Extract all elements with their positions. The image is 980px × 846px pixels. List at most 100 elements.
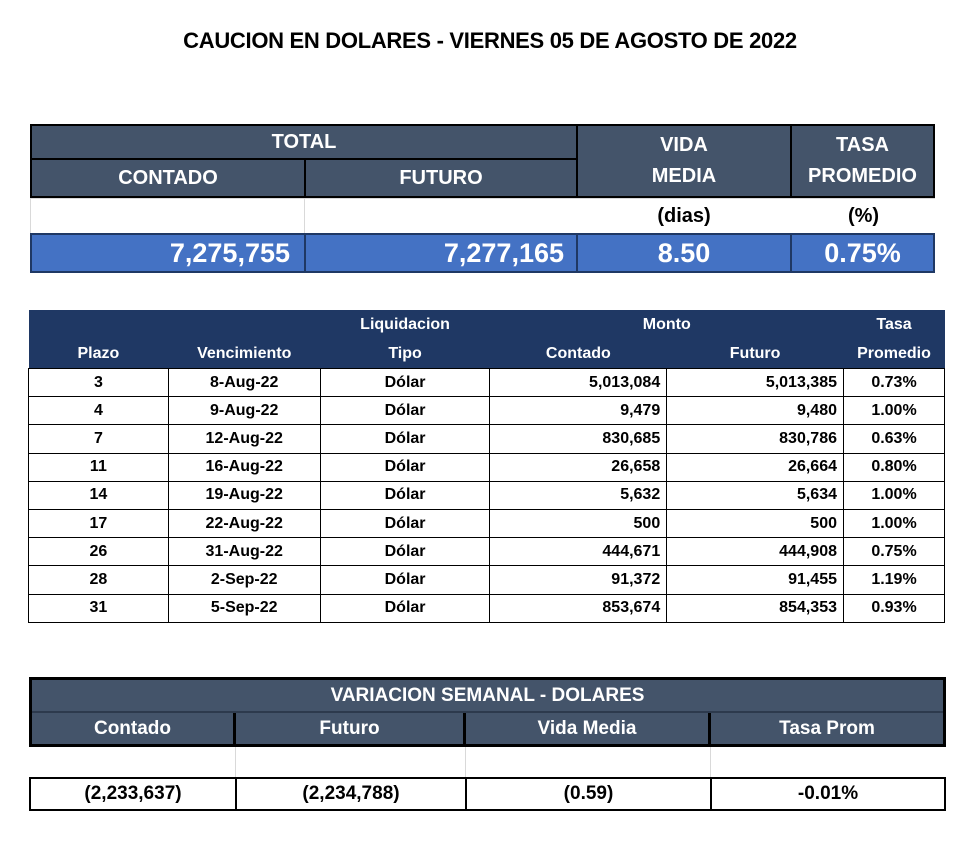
weekly-contado-value: (2,233,637) xyxy=(29,777,237,811)
futuro-cell: 9,480 xyxy=(666,396,844,426)
tasa-cell: 1.00% xyxy=(843,508,945,539)
plazo-cell: 28 xyxy=(28,565,169,595)
table-row: 4 9-Aug-22 Dólar 9,479 9,480 1.00% xyxy=(28,396,945,426)
tasa-cell: 0.80% xyxy=(843,452,945,482)
weekly-contado-header: Contado xyxy=(93,717,172,739)
table-row: 14 19-Aug-22 Dólar 5,632 5,634 1.00% xyxy=(28,480,945,510)
tipo-cell: Dólar xyxy=(319,480,491,510)
tipo-cell: Dólar xyxy=(319,424,491,454)
tasa-cell: 1.00% xyxy=(843,480,945,510)
vencimiento-cell: 2-Sep-22 xyxy=(167,565,321,595)
plazo-cell: 31 xyxy=(28,593,169,623)
tasa-cell: 1.00% xyxy=(843,396,945,426)
vida-unit: (dias) xyxy=(657,204,711,227)
contado-cell: 830,685 xyxy=(489,424,668,454)
weekly-vida-header: Vida Media xyxy=(537,717,637,739)
tasa-promedio-value: 0.75% xyxy=(790,233,935,273)
vencimiento-cell: 16-Aug-22 xyxy=(167,452,321,482)
contado-header: Contado xyxy=(489,339,667,369)
contado-cell: 91,372 xyxy=(489,565,668,595)
tasa-promedio-header: TASA PROMEDIO xyxy=(790,124,935,198)
tipo-cell: Dólar xyxy=(319,593,491,623)
header-spacer xyxy=(28,310,169,339)
vencimiento-header: Vencimiento xyxy=(168,339,321,369)
tipo-cell: Dólar xyxy=(319,452,491,482)
media-label: MEDIA xyxy=(651,165,717,187)
contado-cell: 500 xyxy=(489,508,668,539)
futuro-cell: 5,013,385 xyxy=(666,367,844,398)
contado-header: CONTADO xyxy=(30,158,306,198)
vencimiento-cell: 19-Aug-22 xyxy=(167,480,321,510)
contado-value: 7,275,755 xyxy=(30,233,306,273)
divider xyxy=(708,712,711,747)
futuro-cell: 26,664 xyxy=(666,452,844,482)
futuro-cell: 91,455 xyxy=(666,565,844,595)
tipo-cell: Dólar xyxy=(319,565,491,595)
promedio-header: Promedio xyxy=(843,339,945,369)
table-row: 28 2-Sep-22 Dólar 91,372 91,455 1.19% xyxy=(28,565,945,595)
weekly-futuro-value: (2,234,788) xyxy=(235,777,467,811)
tipo-cell: Dólar xyxy=(319,367,491,398)
grid-line xyxy=(30,198,935,199)
detail-table: Liquidacion Monto Tasa Plazo Vencimiento… xyxy=(28,310,945,623)
table-row: 11 16-Aug-22 Dólar 26,658 26,664 0.80% xyxy=(28,452,945,482)
tasa-cell: 0.63% xyxy=(843,424,945,454)
grid-line xyxy=(465,747,466,777)
weekly-title: VARIACION SEMANAL - DOLARES xyxy=(330,684,645,706)
futuro-value: 7,277,165 xyxy=(304,233,578,273)
tasa-header: Tasa xyxy=(843,310,945,339)
divider xyxy=(32,711,943,713)
promedio-label: PROMEDIO xyxy=(808,165,917,187)
tasa-unit: (%) xyxy=(847,204,880,227)
contado-cell: 5,632 xyxy=(489,480,668,510)
vencimiento-cell: 12-Aug-22 xyxy=(167,424,321,454)
futuro-cell: 854,353 xyxy=(666,593,844,623)
vencimiento-cell: 8-Aug-22 xyxy=(167,367,321,398)
plazo-cell: 4 xyxy=(28,396,169,426)
futuro-cell: 830,786 xyxy=(666,424,844,454)
liquidacion-header: Liquidacion xyxy=(320,310,490,339)
vida-label: VIDA xyxy=(660,134,708,156)
futuro-cell: 444,908 xyxy=(666,537,844,567)
vida-media-value: 8.50 xyxy=(576,233,792,273)
plazo-cell: 17 xyxy=(28,508,169,539)
tasa-label: TASA xyxy=(836,134,889,156)
futuro-header: Futuro xyxy=(666,339,844,369)
grid-line xyxy=(304,198,305,234)
plazo-cell: 11 xyxy=(28,452,169,482)
tasa-cell: 1.19% xyxy=(843,565,945,595)
table-row: 7 12-Aug-22 Dólar 830,685 830,786 0.63% xyxy=(28,424,945,454)
weekly-tasa-value: -0.01% xyxy=(710,777,946,811)
contado-cell: 853,674 xyxy=(489,593,668,623)
grid-line xyxy=(710,747,711,777)
tipo-header: Tipo xyxy=(320,339,490,369)
plazo-cell: 26 xyxy=(28,537,169,567)
page-title: CAUCION EN DOLARES - VIERNES 05 DE AGOST… xyxy=(183,28,797,53)
divider xyxy=(463,712,466,747)
futuro-cell: 500 xyxy=(666,508,844,539)
vencimiento-cell: 9-Aug-22 xyxy=(167,396,321,426)
weekly-futuro-header: Futuro xyxy=(319,717,380,739)
vencimiento-cell: 22-Aug-22 xyxy=(167,508,321,539)
contado-cell: 9,479 xyxy=(489,396,668,426)
total-header: TOTAL xyxy=(30,124,578,160)
contado-cell: 5,013,084 xyxy=(489,367,668,398)
tipo-cell: Dólar xyxy=(319,508,491,539)
vida-media-header: VIDA MEDIA xyxy=(576,124,792,198)
table-row: 26 31-Aug-22 Dólar 444,671 444,908 0.75% xyxy=(28,537,945,567)
futuro-header: FUTURO xyxy=(304,158,578,198)
table-row: 3 8-Aug-22 Dólar 5,013,084 5,013,385 0.73% xyxy=(28,367,945,398)
plazo-header: Plazo xyxy=(28,339,169,369)
tipo-cell: Dólar xyxy=(319,396,491,426)
monto-header: Monto xyxy=(489,310,844,339)
tasa-cell: 0.93% xyxy=(843,593,945,623)
tasa-cell: 0.73% xyxy=(843,367,945,398)
grid-line xyxy=(235,747,236,777)
grid-line xyxy=(30,198,31,234)
header-spacer xyxy=(168,310,321,339)
plazo-cell: 3 xyxy=(28,367,169,398)
plazo-cell: 14 xyxy=(28,480,169,510)
plazo-cell: 7 xyxy=(28,424,169,454)
divider xyxy=(233,712,236,747)
tasa-cell: 0.75% xyxy=(843,537,945,567)
